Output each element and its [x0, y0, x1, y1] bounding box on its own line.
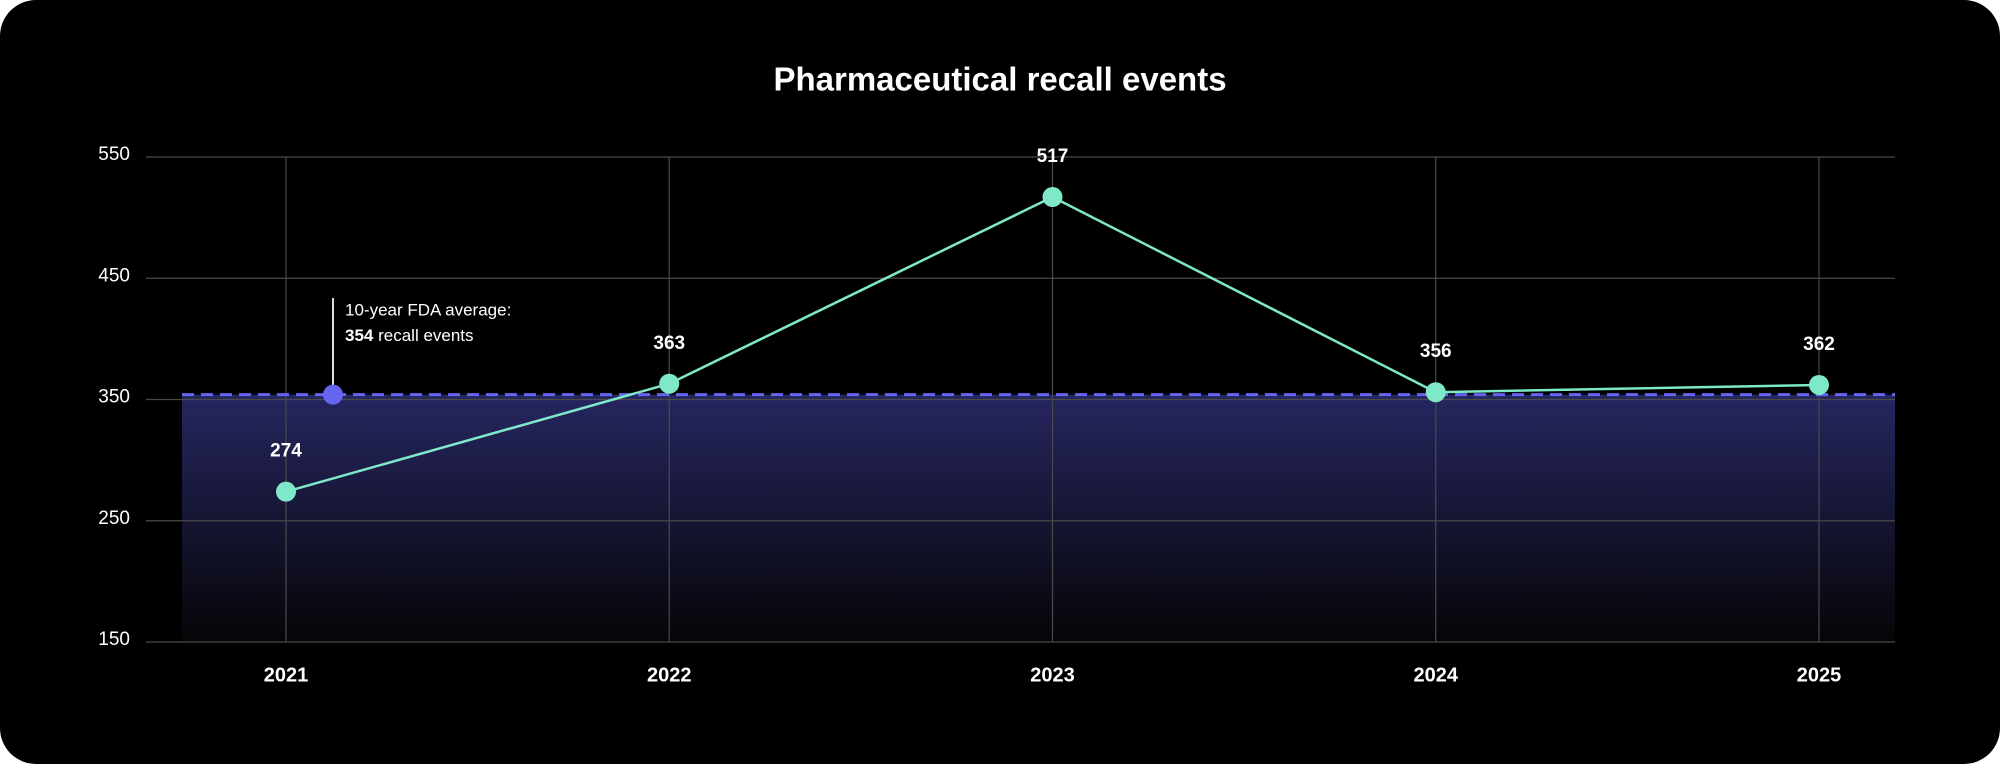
data-label: 362: [1803, 334, 1835, 355]
annotation-value: 354: [345, 326, 374, 345]
y-tick-label: 150: [98, 629, 130, 650]
x-tick-label: 2025: [1797, 664, 1842, 686]
y-tick-label: 250: [98, 508, 130, 529]
chart-title: Pharmaceutical recall events: [773, 61, 1226, 98]
x-tick-label: 2024: [1414, 664, 1459, 686]
reference-band: [182, 394, 1895, 642]
annotation-suffix: recall events: [373, 326, 473, 345]
annotation-text: 354 recall events: [345, 326, 474, 345]
annotation-text: 10-year FDA average:: [345, 300, 511, 319]
x-tick-label: 2023: [1030, 664, 1075, 686]
data-point: [1042, 187, 1063, 208]
x-tick-label: 2022: [647, 664, 692, 686]
x-tick-label: 2021: [264, 664, 309, 686]
data-label: 363: [653, 333, 685, 354]
data-point: [1809, 374, 1829, 395]
data-point: [659, 373, 680, 394]
data-label: 356: [1420, 341, 1452, 362]
y-tick-label: 450: [98, 265, 130, 286]
reference-marker: [323, 384, 343, 405]
y-tick-label: 550: [98, 144, 130, 165]
data-point: [276, 481, 296, 502]
data-label: 274: [270, 441, 302, 462]
data-label: 517: [1037, 146, 1069, 167]
y-tick-label: 350: [98, 387, 130, 408]
data-point: [1425, 382, 1446, 403]
